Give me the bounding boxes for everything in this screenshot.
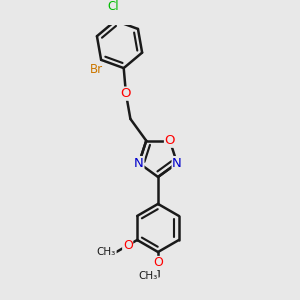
Text: Br: Br	[90, 63, 103, 76]
Text: Cl: Cl	[107, 0, 119, 13]
Text: O: O	[164, 134, 175, 147]
Text: CH₃: CH₃	[97, 247, 116, 257]
Text: CH₃: CH₃	[139, 272, 158, 281]
Text: N: N	[134, 157, 144, 169]
Text: O: O	[123, 239, 133, 252]
Text: N: N	[172, 157, 182, 169]
Text: O: O	[121, 87, 131, 100]
Text: O: O	[153, 256, 163, 269]
